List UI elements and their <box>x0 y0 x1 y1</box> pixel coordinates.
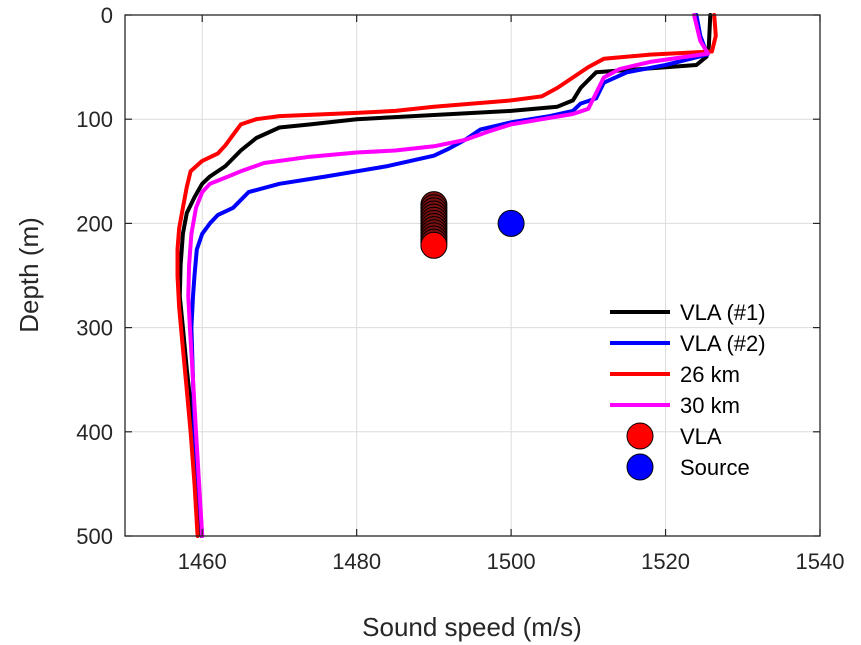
y-tick-label: 0 <box>101 3 113 28</box>
x-tick-label: 1460 <box>178 549 227 574</box>
x-axis-label: Sound speed (m/s) <box>362 612 582 642</box>
y-axis-label: Depth (m) <box>14 217 44 333</box>
x-tick-label: 1480 <box>332 549 381 574</box>
legend-label-vla-1: VLA (#1) <box>680 300 766 325</box>
legend-swatch-vla <box>626 422 654 450</box>
y-tick-label: 500 <box>76 524 113 549</box>
plot-frame <box>124 14 821 537</box>
legend-label-vla: VLA <box>680 424 722 449</box>
legend-label-26-km: 26 km <box>680 362 740 387</box>
legend-label-vla-2: VLA (#2) <box>680 331 766 356</box>
series-line-vla-2 <box>189 13 710 538</box>
legend-label-30-km: 30 km <box>680 393 740 418</box>
legend: VLA (#1) VLA (#2) 26 km 30 km VLA Source <box>610 300 766 481</box>
series-line-30-km <box>186 13 710 538</box>
y-tick-label: 100 <box>76 107 113 132</box>
y-tick-label: 200 <box>76 211 113 236</box>
x-tick-labels: 1460 1480 1500 1520 1540 <box>178 549 845 574</box>
x-tick-label: 1520 <box>641 549 690 574</box>
x-tick-label: 1540 <box>796 549 845 574</box>
marker-vla <box>420 231 448 259</box>
legend-label-source: Source <box>680 455 750 480</box>
y-tick-label: 400 <box>76 420 113 445</box>
x-tick-label: 1500 <box>487 549 536 574</box>
legend-swatch-source <box>626 453 654 481</box>
markers-group <box>420 191 525 259</box>
y-tick-labels: 0 100 200 300 400 500 <box>76 3 113 549</box>
series-group <box>175 13 718 538</box>
ticks <box>125 14 821 537</box>
y-tick-label: 300 <box>76 316 113 341</box>
series-line-26-km <box>175 13 718 538</box>
marker-source <box>497 209 525 237</box>
